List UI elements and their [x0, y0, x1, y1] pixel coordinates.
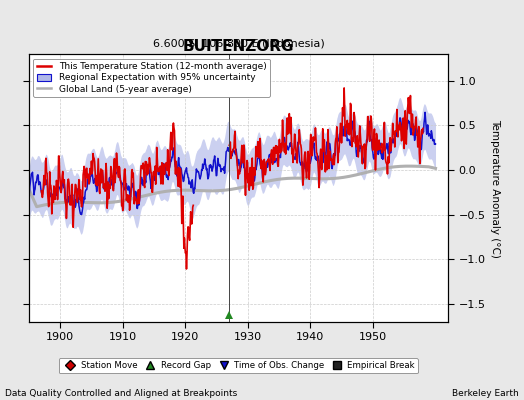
Text: Data Quality Controlled and Aligned at Breakpoints: Data Quality Controlled and Aligned at B… [5, 389, 237, 398]
Text: Berkeley Earth: Berkeley Earth [452, 389, 519, 398]
Text: 6.600 S, 106.800 E (Indonesia): 6.600 S, 106.800 E (Indonesia) [152, 39, 324, 49]
Title: BUITENZORG: BUITENZORG [183, 39, 294, 54]
Y-axis label: Temperature Anomaly (°C): Temperature Anomaly (°C) [489, 118, 499, 258]
Legend: Station Move, Record Gap, Time of Obs. Change, Empirical Break: Station Move, Record Gap, Time of Obs. C… [59, 358, 418, 374]
